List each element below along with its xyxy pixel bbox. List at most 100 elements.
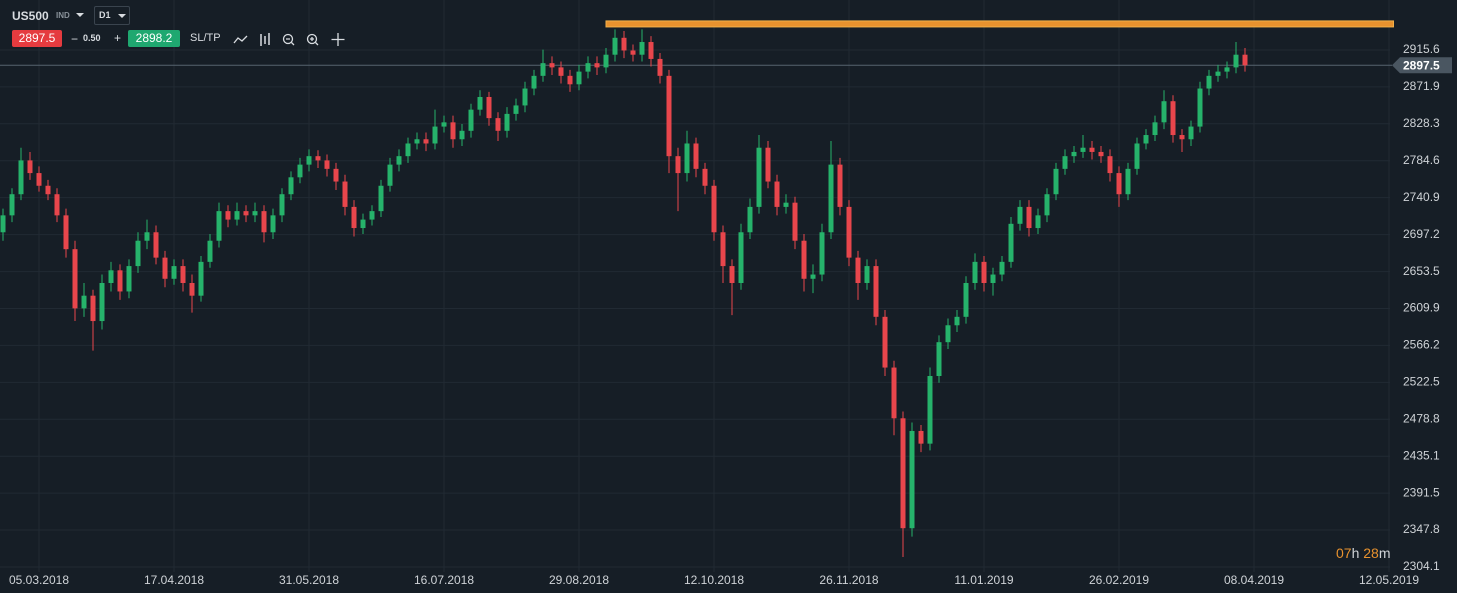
candle-body: [918, 430, 924, 444]
candle-body: [1206, 75, 1212, 89]
candle-body: [387, 164, 393, 186]
candle-body: [639, 42, 645, 55]
candle-body: [612, 37, 618, 55]
candle-body: [126, 266, 132, 292]
buy-button[interactable]: 2898.2: [128, 30, 180, 47]
candle-body: [594, 63, 600, 68]
candle-body: [261, 211, 267, 233]
x-tick-label: 26.11.2018: [819, 573, 878, 587]
candle-body: [459, 130, 465, 140]
x-tick-label: 31.05.2018: [279, 573, 339, 587]
candle-body: [684, 143, 690, 174]
price-tag: [1392, 57, 1452, 74]
candle-body: [414, 139, 420, 144]
y-tick-label: 2391.5: [1403, 485, 1440, 499]
candle-body: [747, 206, 753, 233]
candle-body: [657, 58, 663, 76]
candle-body: [468, 109, 474, 131]
candle-body: [900, 418, 906, 529]
candle-body: [180, 266, 186, 283]
candle-body: [783, 202, 789, 207]
candle-body: [72, 249, 78, 309]
y-tick-label: 2478.8: [1403, 411, 1440, 425]
y-tick-label: 2871.9: [1403, 79, 1440, 93]
candle-body: [315, 156, 321, 161]
candle-body: [297, 164, 303, 178]
candle-body: [45, 185, 51, 195]
candle-body: [396, 156, 402, 165]
candle-body: [405, 143, 411, 157]
candle-body: [324, 160, 330, 169]
timeframe: D1: [99, 10, 111, 20]
candle-body: [216, 211, 222, 241]
x-tick-label: 08.04.2019: [1224, 573, 1284, 587]
candle-body: [18, 160, 24, 195]
candle-body: [234, 211, 240, 220]
candle-body: [333, 168, 339, 182]
x-tick-label: 05.03.2018: [9, 573, 69, 587]
minus-button[interactable]: −: [71, 32, 79, 46]
candle-body: [162, 257, 168, 279]
candle-body: [1116, 173, 1122, 195]
candle-body: [909, 430, 915, 529]
candle-body: [936, 342, 942, 377]
candle-body: [207, 240, 213, 262]
dropdown-icon: [118, 14, 126, 18]
candle-body: [1215, 71, 1221, 76]
candle-body: [1008, 223, 1014, 262]
candle-body: [1089, 147, 1095, 152]
candle-body: [810, 274, 816, 279]
y-tick-label: 2522.5: [1403, 375, 1440, 389]
candle-body: [243, 211, 249, 216]
candle-body: [1161, 101, 1167, 123]
candle-body: [522, 88, 528, 106]
candle-body: [441, 122, 447, 127]
candle-body: [666, 75, 672, 157]
candle-body: [711, 185, 717, 233]
candle-body: [432, 126, 438, 144]
candle-body: [198, 261, 204, 296]
candle-body: [1053, 168, 1059, 195]
candle-body: [738, 232, 744, 283]
candle-body: [342, 181, 348, 207]
tool-icons[interactable]: [232, 31, 352, 49]
timer-h: h: [1351, 545, 1360, 561]
y-tick-label: 2784.6: [1403, 153, 1440, 167]
x-tick-label: 11.01.2019: [954, 573, 1013, 587]
sell-button[interactable]: 2897.5: [12, 30, 62, 47]
candle-body: [954, 316, 960, 326]
candle-body: [1233, 54, 1239, 68]
candle-body: [369, 211, 375, 220]
candle-body: [36, 173, 42, 186]
candle-body: [1080, 147, 1086, 152]
x-tick-label: 12.05.2019: [1359, 573, 1419, 587]
volume[interactable]: 0.50: [83, 33, 101, 43]
candle-body: [270, 215, 276, 233]
y-tick-label: 2304.1: [1403, 559, 1440, 573]
candle-body: [1179, 135, 1185, 140]
candle-body: [1152, 122, 1158, 136]
candle-body: [513, 105, 519, 114]
timer-minutes: 28: [1363, 545, 1379, 561]
price-tag-label: 2897.5: [1403, 58, 1440, 72]
sltp-button[interactable]: SL/TP: [190, 32, 221, 44]
dropdown-icon[interactable]: [75, 12, 85, 18]
symbol[interactable]: US500: [12, 9, 49, 23]
candle-body: [1062, 156, 1068, 169]
candle-body: [972, 261, 978, 283]
candle-body: [756, 147, 762, 207]
candle-body: [1035, 215, 1041, 229]
timeframe-box[interactable]: D1: [94, 6, 130, 25]
candle-body: [945, 325, 951, 343]
candle-body: [477, 96, 483, 110]
candle-body: [1098, 151, 1104, 157]
plus-button[interactable]: +: [114, 31, 122, 45]
x-tick-label: 16.07.2018: [414, 573, 474, 587]
candle-body: [1125, 168, 1131, 195]
y-tick-label: 2828.3: [1403, 116, 1440, 130]
candle-body: [27, 160, 33, 174]
candle-body: [729, 266, 735, 283]
candle-body: [837, 164, 843, 207]
candle-body: [1143, 135, 1149, 144]
